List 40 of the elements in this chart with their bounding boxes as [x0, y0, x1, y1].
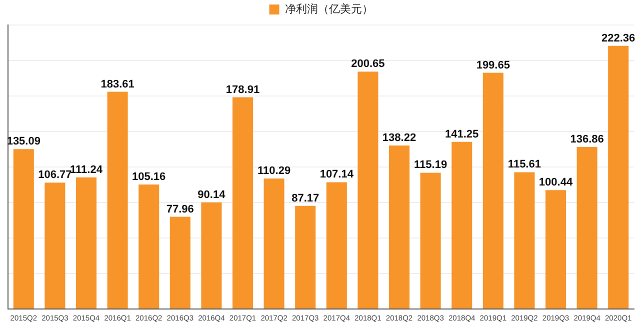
bar	[514, 172, 535, 308]
data-label: 106.77	[38, 169, 72, 182]
bar	[420, 172, 441, 308]
legend-label: 净利润（亿美元）	[284, 2, 373, 16]
data-label: 111.24	[70, 164, 104, 176]
bar	[170, 216, 190, 308]
data-label: 100.44	[538, 176, 574, 189]
bar	[107, 92, 128, 308]
data-label: 138.22	[382, 132, 416, 144]
data-label: 199.65	[476, 59, 510, 72]
bar	[138, 184, 160, 308]
bar	[232, 97, 254, 308]
data-label: 110.29	[258, 165, 291, 178]
bar	[576, 147, 598, 308]
data-label: 178.91	[226, 84, 260, 96]
data-label: 90.14	[198, 188, 226, 201]
bar	[388, 145, 410, 308]
data-label: 136.86	[570, 134, 604, 146]
bar	[452, 142, 472, 308]
bar	[358, 72, 378, 308]
data-label: 200.65	[351, 58, 385, 70]
bar	[608, 46, 629, 308]
data-label: 222.36	[602, 32, 636, 44]
data-label: 77.96	[166, 203, 194, 216]
data-label: 183.61	[100, 78, 134, 90]
bar	[201, 202, 222, 308]
data-label: 141.25	[445, 128, 479, 140]
data-label: 87.17	[292, 192, 320, 204]
bar	[44, 182, 66, 308]
data-label: 107.14	[320, 168, 354, 181]
bar	[13, 149, 34, 308]
bar	[326, 182, 347, 308]
bar	[482, 72, 504, 308]
data-label: 105.16	[132, 171, 166, 184]
data-label: 115.61	[508, 158, 541, 171]
bar	[76, 177, 97, 308]
bar	[295, 206, 316, 308]
data-label: 115.19	[414, 159, 448, 172]
bar	[545, 190, 566, 308]
bar	[264, 178, 284, 308]
